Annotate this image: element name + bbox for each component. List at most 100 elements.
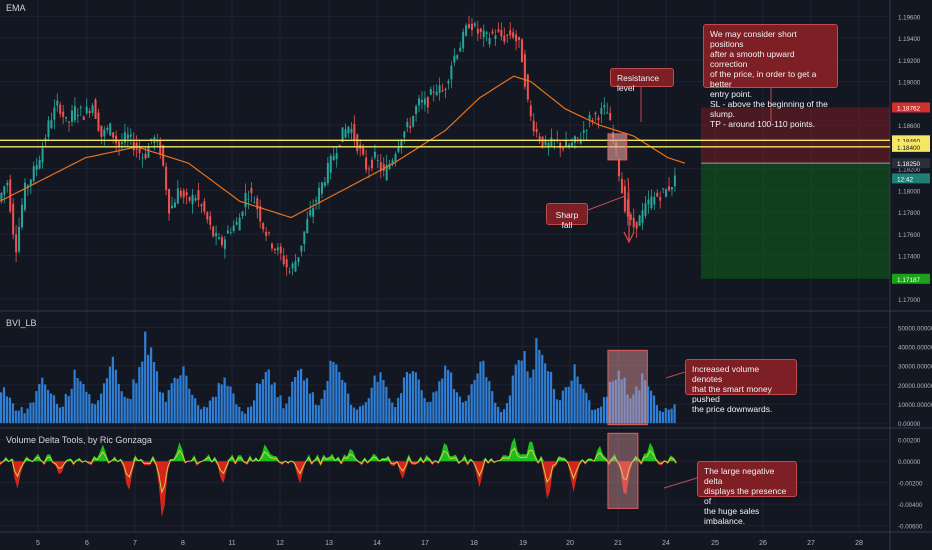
volume-bar xyxy=(414,372,417,424)
trade-idea-callout: We may consider short positions after a … xyxy=(703,24,838,129)
price-candle xyxy=(465,25,468,36)
volume-bar xyxy=(44,384,47,424)
delta-signal-line xyxy=(0,447,677,494)
price-candle xyxy=(662,188,665,190)
volume-bar xyxy=(232,393,235,424)
price-candle xyxy=(647,199,650,205)
x-tick-label: 24 xyxy=(662,540,670,547)
volume-bar xyxy=(602,397,606,424)
price-candle xyxy=(641,210,644,224)
volume-bar xyxy=(229,386,232,424)
axes: 1.19600 1.19400 1.19200 1.19000 1.18600 1.182… xyxy=(36,14,932,547)
volume-bar xyxy=(220,384,223,424)
volume-bar xyxy=(264,371,267,424)
volume-tick-label: 0.00000 xyxy=(898,421,921,428)
trade-zones xyxy=(701,107,890,279)
price-candle xyxy=(73,106,76,121)
volume-callout-line: the price downwards. xyxy=(692,404,773,414)
price-candle xyxy=(106,127,109,130)
price-candle xyxy=(62,111,65,117)
price-candle xyxy=(494,35,497,39)
volume-bar xyxy=(397,397,400,424)
price-candle xyxy=(23,182,26,210)
volume-bar xyxy=(620,379,623,424)
price-candle xyxy=(253,202,256,204)
volume-bar xyxy=(149,347,153,424)
price-candle xyxy=(482,30,485,38)
volume-bar xyxy=(491,391,494,424)
price-candle xyxy=(168,189,171,214)
volume-bar xyxy=(299,368,303,424)
price-candle xyxy=(582,130,585,133)
volume-bar xyxy=(276,397,279,424)
delta-highlight-box xyxy=(607,432,639,509)
x-tick-label: 13 xyxy=(325,540,333,547)
volume-bar xyxy=(26,408,29,424)
price-candle xyxy=(309,210,312,216)
volume-bar xyxy=(91,403,94,424)
price-candle xyxy=(344,129,347,138)
trade-idea-line: of the price, in order to get a better xyxy=(710,69,817,89)
price-candle xyxy=(241,211,244,217)
volume-bar xyxy=(211,396,214,424)
volume-bar xyxy=(2,387,6,424)
x-tick-label: 25 xyxy=(711,540,719,547)
price-candle xyxy=(15,234,18,253)
volume-bar xyxy=(349,404,353,424)
volume-bar xyxy=(467,395,470,424)
price-tick-label: 1.17800 xyxy=(898,210,921,217)
volume-bar xyxy=(258,383,262,424)
volume-bar xyxy=(564,387,567,424)
price-candle xyxy=(450,65,453,80)
volume-bar xyxy=(199,409,203,424)
price-tag xyxy=(892,273,930,284)
price-candle xyxy=(568,144,571,148)
x-tick-label: 18 xyxy=(470,540,478,547)
volume-bar xyxy=(558,400,561,424)
price-candle xyxy=(353,123,356,140)
price-candle xyxy=(320,182,323,194)
price-candle xyxy=(385,164,388,180)
price-candle xyxy=(653,196,656,205)
price-candle xyxy=(559,142,562,149)
delta-callout: The large negative delta displays the pr… xyxy=(697,461,797,526)
price-candle xyxy=(182,190,185,198)
price-candle xyxy=(194,197,197,201)
x-tick-label: 7 xyxy=(133,540,137,547)
price-candle xyxy=(191,194,194,205)
volume-bar xyxy=(388,398,391,424)
volume-bar xyxy=(423,398,426,424)
volume-bar xyxy=(58,407,62,424)
price-candle xyxy=(173,202,176,208)
price-candle xyxy=(47,120,50,137)
price-candle xyxy=(597,117,600,121)
volume-bar xyxy=(376,381,379,424)
volume-bar xyxy=(623,377,626,424)
price-candle xyxy=(656,192,659,197)
price-candle xyxy=(100,125,103,137)
price-candle xyxy=(276,247,279,251)
price-candle xyxy=(329,155,332,173)
volume-bar xyxy=(205,407,209,424)
price-candle xyxy=(244,192,247,208)
volume-bar xyxy=(32,402,35,424)
price-candle xyxy=(426,97,429,108)
volume-bar xyxy=(641,373,644,424)
price-candle xyxy=(341,127,344,143)
price-candle xyxy=(420,100,423,103)
volume-bar xyxy=(411,371,414,424)
price-candle xyxy=(126,134,129,139)
price-candle xyxy=(112,132,115,138)
volume-bar xyxy=(338,372,341,424)
price-candle xyxy=(247,198,250,200)
volume-bar xyxy=(52,395,56,424)
price-candle xyxy=(391,160,394,165)
volume-bar xyxy=(235,404,238,424)
volume-bar xyxy=(188,388,191,424)
volume-bar xyxy=(617,370,620,424)
price-candle xyxy=(332,155,335,161)
price-candle xyxy=(665,189,668,197)
volume-bar xyxy=(294,376,297,424)
stop-loss-zone xyxy=(701,107,890,164)
price-candle xyxy=(459,47,462,52)
